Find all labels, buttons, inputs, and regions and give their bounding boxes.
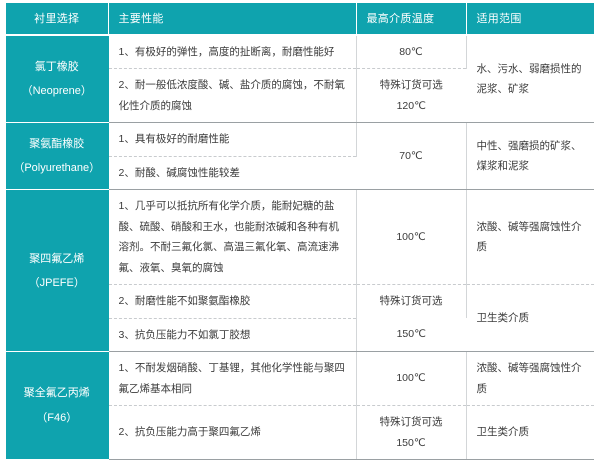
performance-cell: 2、耐一般低浓度酸、碱、盐介质的腐蚀，不耐氧化性介质的腐蚀 — [108, 68, 357, 124]
material-name-en: （Neoprene） — [21, 85, 92, 98]
table-row: 聚氨酯橡胶 （Polyurethane） 1、具有极好的耐磨性能 70℃ 中性、… — [6, 122, 594, 191]
material-cell-f46: 聚全氟乙丙烯 （F46） — [6, 351, 109, 460]
column-header-main-performance: 主要性能 — [108, 3, 357, 34]
material-name-cn: 聚全氟乙丙烯 — [23, 387, 90, 400]
performance-cell: 1、具有极好的耐磨性能 — [108, 122, 357, 157]
material-cell-neoprene: 氯丁橡胶 （Neoprene） — [6, 36, 109, 124]
table-row: 2、耐磨性能不如聚氨酯橡胶 特殊订货可选 卫生类介质 — [6, 284, 594, 353]
scope-cell: 中性、强磨损的矿浆、煤浆和泥浆 — [466, 122, 594, 191]
scope-cell: 卫生类介质 — [466, 405, 594, 460]
temperature-cell: 80℃ — [356, 36, 467, 70]
temperature-value: 80℃ — [399, 46, 423, 58]
temperature-value: 120℃ — [396, 99, 426, 112]
material-name-cn: 聚氨酯橡胶 — [29, 138, 85, 151]
scope-cell: 浓酸、碱等强腐蚀性介质 — [466, 189, 594, 286]
table-header-row: 衬里选择 主要性能 最高介质温度 适用范围 — [6, 3, 594, 34]
temperature-cell: 100℃ — [356, 351, 467, 407]
material-cell-polyurethane: 聚氨酯橡胶 （Polyurethane） — [6, 122, 109, 191]
temperature-note: 特殊订货可选 — [379, 416, 443, 429]
performance-cell: 1、几乎可以抵抗所有化学介质，能耐妃糖的盐酸、硫酸、硝酸和王水，也能耐浓碱和各种… — [108, 189, 357, 286]
lining-selection-table: 衬里选择 主要性能 最高介质温度 适用范围 氯丁橡胶 （Neoprene） 1、… — [6, 3, 594, 460]
temperature-cell: 特殊订货可选 — [356, 284, 467, 319]
temperature-cell: 100℃ — [356, 189, 467, 286]
material-name-en: （JPEFE） — [28, 276, 85, 289]
material-name-cn: 氯丁橡胶 — [34, 61, 79, 74]
table-row: 2、耐一般低浓度酸、碱、盐介质的腐蚀，不耐氧化性介质的腐蚀 特殊订货可选 120… — [6, 68, 594, 124]
temperature-note: 特殊订货可选 — [379, 79, 443, 92]
material-cell-jpefe: 聚四氟乙烯 （JPEFE） — [6, 189, 109, 353]
temperature-value: 150℃ — [396, 328, 426, 341]
scope-cell: 卫生类介质 — [466, 284, 594, 353]
table-header: 衬里选择 主要性能 最高介质温度 适用范围 — [6, 3, 594, 34]
temperature-value: 70℃ — [399, 150, 423, 163]
table-row: 聚全氟乙丙烯 （F46） 1、不耐发烟硝酸、丁基锂，其他化学性能与聚四氟乙烯基本… — [6, 351, 594, 460]
temperature-value: 100℃ — [396, 231, 426, 244]
temperature-cell: 特殊订货可选 120℃ — [356, 68, 466, 124]
column-header-max-medium-temperature: 最高介质温度 — [356, 3, 467, 34]
scope-cell: 浓酸、碱等强腐蚀性介质 — [466, 351, 594, 407]
table-body: 氯丁橡胶 （Neoprene） 1、有极好的弹性，高度的扯断离，耐磨性能好 80… — [6, 34, 594, 460]
performance-cell: 2、耐磨性能不如聚氨酯橡胶 — [108, 284, 357, 319]
performance-cell: 2、耐酸、碱腐蚀性能较差 — [108, 156, 356, 191]
temperature-cell: 70℃ — [356, 122, 467, 191]
performance-cell: 3、抗负压能力不如氯丁胶想 — [108, 318, 357, 353]
performance-cell: 1、有极好的弹性，高度的扯断离，耐磨性能好 — [108, 36, 357, 70]
header-gap-row — [6, 34, 594, 36]
lining-selection-table-container: 衬里选择 主要性能 最高介质温度 适用范围 氯丁橡胶 （Neoprene） 1、… — [6, 3, 594, 460]
header-gap-cell — [6, 34, 594, 36]
table-row: 3、抗负压能力不如氯丁胶想 150℃ — [6, 318, 594, 353]
performance-cell: 1、不耐发烟硝酸、丁基锂，其他化学性能与聚四氟乙烯基本相同 — [108, 351, 357, 407]
column-header-application-scope: 适用范围 — [466, 3, 594, 34]
temperature-cell: 特殊订货可选 150℃ — [356, 405, 467, 460]
temperature-cell: 150℃ — [356, 318, 466, 353]
scope-cell: 水、污水、弱磨损性的泥浆、矿浆 — [466, 36, 594, 124]
temperature-value: 100℃ — [396, 372, 426, 385]
performance-cell: 2、抗负压能力高于聚四氟乙烯 — [108, 405, 357, 460]
material-name-en: （Polyurethane） — [13, 162, 101, 175]
table-row: 氯丁橡胶 （Neoprene） 1、有极好的弹性，高度的扯断离，耐磨性能好 80… — [6, 36, 594, 124]
temperature-note: 特殊订货可选 — [379, 295, 443, 308]
table-row: 2、耐酸、碱腐蚀性能较差 — [6, 156, 594, 191]
temperature-value: 150℃ — [396, 436, 426, 449]
table-row: 聚四氟乙烯 （JPEFE） 1、几乎可以抵抗所有化学介质，能耐妃糖的盐酸、硫酸、… — [6, 189, 594, 353]
column-header-lining-selection: 衬里选择 — [6, 3, 109, 34]
material-name-en: （F46） — [36, 411, 78, 424]
material-name-cn: 聚四氟乙烯 — [29, 252, 85, 265]
